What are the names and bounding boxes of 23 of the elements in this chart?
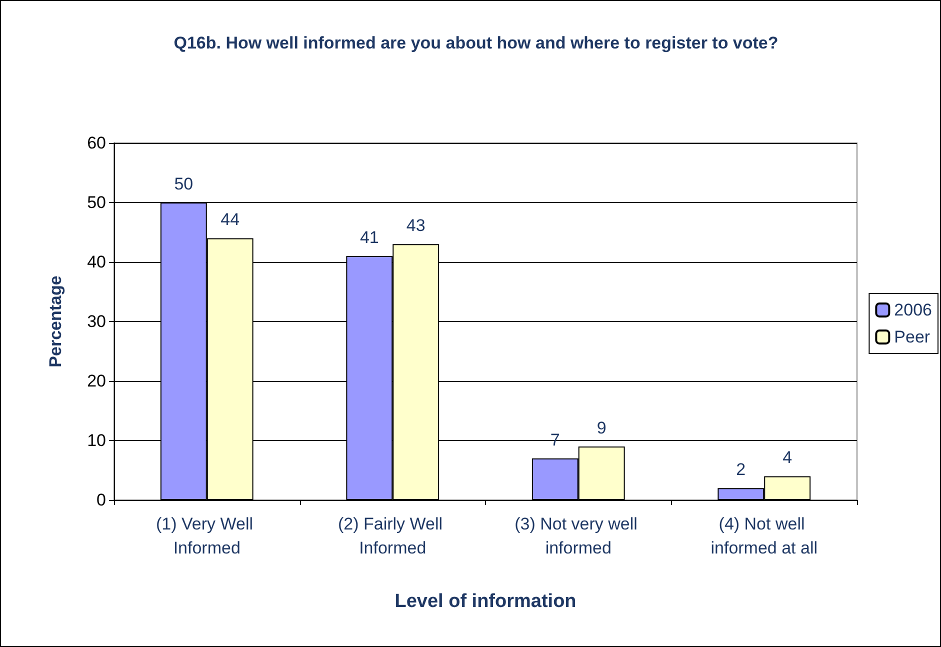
data-label: 44 bbox=[220, 210, 240, 230]
chart-title: Q16b. How well informed are you about how and where to register to vote? bbox=[174, 34, 778, 52]
data-label: 50 bbox=[174, 174, 194, 194]
data-label: 43 bbox=[406, 216, 426, 236]
x-tick-label: (2) Fairly Well Informed bbox=[338, 514, 448, 558]
y-tick-label: 60 bbox=[87, 134, 106, 152]
y-tick-label: 40 bbox=[87, 252, 106, 272]
data-label: 4 bbox=[782, 448, 792, 468]
x-tick-label: (1) Very Well Informed bbox=[156, 514, 258, 558]
y-tick-label: 30 bbox=[87, 312, 106, 331]
x-tick-label: (3) Not very well informed bbox=[514, 514, 642, 558]
data-label: 9 bbox=[596, 418, 606, 438]
y-tick-label: 0 bbox=[96, 490, 106, 510]
y-tick-label: 20 bbox=[87, 372, 106, 390]
legend-label: 2006 bbox=[894, 300, 932, 320]
y-tick-label: 10 bbox=[87, 431, 106, 450]
y-axis-title: Percentage bbox=[46, 276, 65, 368]
x-tick-label: (4) Not well informed at all bbox=[710, 514, 818, 558]
data-label: 41 bbox=[360, 228, 379, 248]
data-label: 2 bbox=[736, 460, 746, 480]
y-tick-label: 50 bbox=[87, 193, 106, 212]
legend-label: Peer bbox=[894, 328, 930, 346]
x-axis-title: Level of information bbox=[394, 591, 576, 612]
